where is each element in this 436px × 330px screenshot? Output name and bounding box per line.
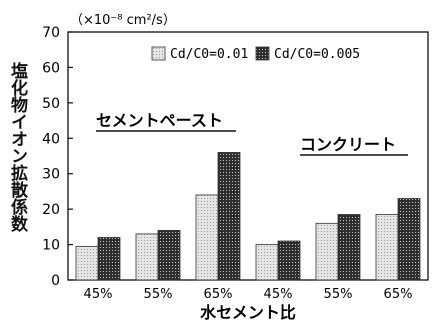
legend-label-1: Cd/C0=0.01 xyxy=(170,47,248,62)
group-annotation-1: セメントペースト xyxy=(96,111,223,130)
bar-1 xyxy=(75,245,99,281)
bar-1 xyxy=(195,194,219,281)
legend-swatch-1 xyxy=(151,46,166,61)
legend-label-2: Cd/C0=0.005 xyxy=(274,47,360,62)
bar-2 xyxy=(397,198,421,281)
bar-1 xyxy=(375,214,399,281)
plot-frame xyxy=(67,31,429,281)
y-tick-label: 0 xyxy=(51,273,60,289)
y-axis-unit-label: （×10⁻⁸ cm²/s） xyxy=(70,13,176,28)
y-tick-label: 50 xyxy=(42,96,60,112)
x-axis-title: 水セメント比 xyxy=(200,303,296,322)
y-tick-label: 60 xyxy=(42,60,60,76)
legend-swatch-2 xyxy=(255,46,270,61)
y-tick-label: 70 xyxy=(42,25,60,41)
y-axis-title: 塩化物イオン拡散係数 xyxy=(7,62,27,232)
x-tick-label: 55% xyxy=(324,287,353,302)
y-tick-label: 30 xyxy=(42,167,60,183)
x-tick-label: 65% xyxy=(384,287,413,302)
group-annotation-2: コンクリート xyxy=(300,135,396,154)
bar-1 xyxy=(315,222,339,281)
bar-2 xyxy=(97,237,121,281)
bar-2 xyxy=(277,240,301,281)
bar-2 xyxy=(337,214,361,281)
bar-1 xyxy=(255,244,279,281)
y-tick-label: 10 xyxy=(42,238,60,254)
y-tick-label: 40 xyxy=(42,131,60,147)
y-tick-label: 20 xyxy=(42,202,60,218)
bar-2 xyxy=(157,229,181,281)
bar-2 xyxy=(217,152,241,281)
bar-1 xyxy=(135,233,159,281)
x-tick-label: 55% xyxy=(144,287,173,302)
x-tick-label: 45% xyxy=(84,287,113,302)
x-tick-label: 65% xyxy=(204,287,233,302)
x-tick-label: 45% xyxy=(264,287,293,302)
